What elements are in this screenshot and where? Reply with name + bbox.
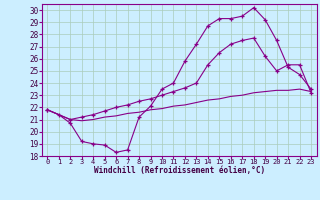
X-axis label: Windchill (Refroidissement éolien,°C): Windchill (Refroidissement éolien,°C) [94,166,265,175]
